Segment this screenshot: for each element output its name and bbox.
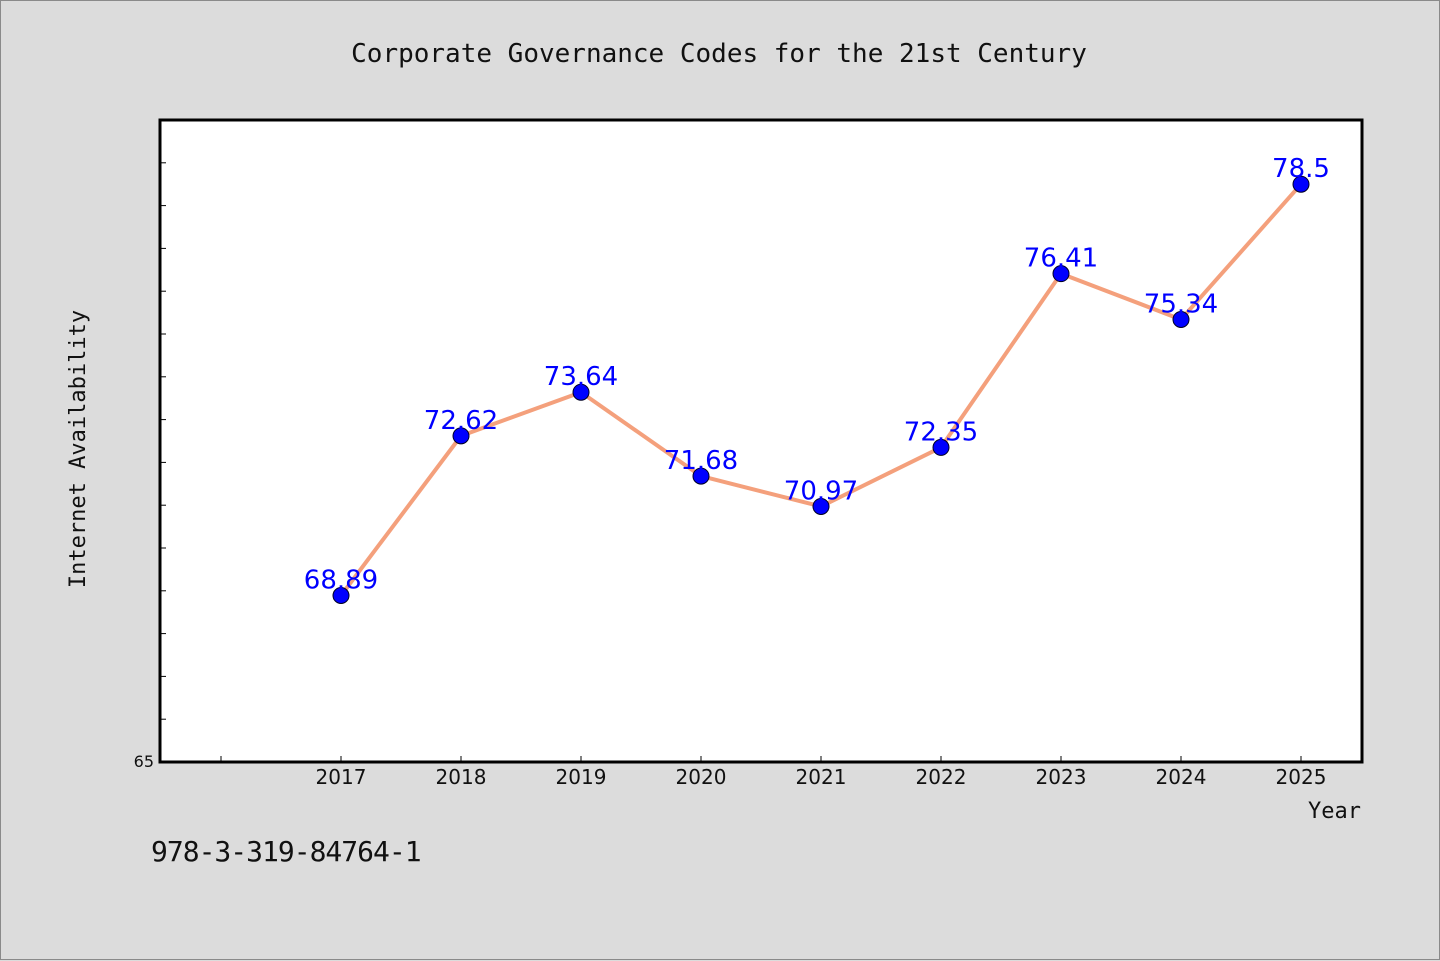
data-label-2022: 72.35 <box>904 417 978 447</box>
x-tick-label-2022: 2022 <box>916 765 967 789</box>
isbn-text: 978-3-319-84764-1 <box>151 835 422 868</box>
x-tick-label-2021: 2021 <box>796 765 847 789</box>
x-axis-ticks: 2017 2018 2019 2020 2021 2022 2023 2024 2025 <box>220 756 1327 789</box>
x-tick-label-2017: 2017 <box>316 765 367 789</box>
data-label-2025: 78.5 <box>1272 154 1330 184</box>
data-point-2017 <box>332 587 350 605</box>
data-label-2020: 71.68 <box>664 446 738 476</box>
x-tick-label-2025: 2025 <box>1276 765 1327 789</box>
data-point-2024 <box>1172 310 1190 328</box>
x-axis-label: Year <box>1308 799 1361 824</box>
data-label-2023: 76.41 <box>1024 244 1098 274</box>
x-tick-label-2020: 2020 <box>676 765 727 789</box>
x-tick-label-2024: 2024 <box>1156 765 1207 789</box>
x-tick-label-2019: 2019 <box>556 765 607 789</box>
data-point-2021 <box>812 497 830 515</box>
data-label-2018: 72.62 <box>424 406 498 436</box>
plot-area <box>158 118 1364 764</box>
data-point-2025 <box>1292 175 1310 193</box>
data-label-2019: 73.64 <box>544 362 618 392</box>
series-0: 68.89 72.62 73.64 71.68 70.97 72.35 76.41 75.34… <box>304 154 1330 605</box>
data-label-2024: 75.34 <box>1144 289 1218 319</box>
data-point-2018 <box>452 427 470 445</box>
x-tick-label-2018: 2018 <box>436 765 487 789</box>
y-axis-ticks <box>160 119 166 720</box>
x-tick-label-2023: 2023 <box>1036 765 1087 789</box>
data-label-2017: 68.89 <box>304 566 378 596</box>
y-tick-label-65: 65 <box>134 752 154 771</box>
data-point-2022 <box>932 438 950 456</box>
data-point-2019 <box>572 383 590 401</box>
data-point-2023 <box>1052 265 1070 283</box>
y-axis-label: Internet Availability <box>66 310 91 588</box>
data-point-2020 <box>692 467 710 485</box>
chart-title: Corporate Governance Codes for the 21st … <box>351 39 1087 69</box>
data-label-2021: 70.97 <box>784 476 858 506</box>
